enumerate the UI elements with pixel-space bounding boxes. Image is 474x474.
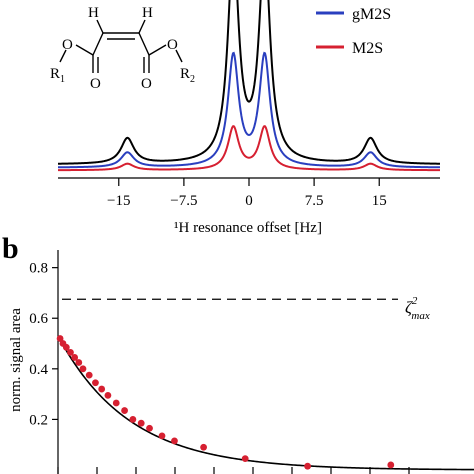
data-point (158, 432, 166, 440)
panel-a: −15 −7.5 0 7.5 15 ¹H resonance offset [Hz] g… (50, 0, 441, 236)
spectrum-curves (57, 0, 441, 172)
y-tick-label: 0.2 (29, 412, 48, 428)
y-tick-label: 0.6 (29, 311, 48, 327)
x-tick-label: −7.5 (170, 193, 197, 209)
data-point (56, 335, 64, 342)
spectrum-line-gm2s (58, 51, 440, 169)
molecule-h-right: H (142, 5, 153, 21)
data-point (241, 455, 249, 463)
data-point (171, 437, 178, 445)
panel-b-y-ticks: 0.2 0.4 0.6 0.8 (29, 261, 58, 428)
panel-b: b 0.2 0.4 0.6 0.8 norm. signal area ζ2 max (2, 232, 474, 474)
panel-b-label: b (2, 232, 19, 265)
molecule-r2: R2 (180, 66, 195, 85)
y-tick-label: 0.4 (29, 362, 48, 378)
y-tick-label: 0.8 (29, 261, 48, 277)
molecule-o-carbonyl-right: O (141, 76, 152, 92)
data-point (137, 419, 145, 427)
data-points (56, 335, 395, 470)
data-point (92, 379, 99, 387)
fit-curve (57, 335, 474, 471)
molecule-o-left: O (62, 37, 73, 53)
molecule-r1: R1 (50, 66, 65, 85)
data-point (200, 443, 208, 451)
panel-b-y-axis-label: norm. signal area (8, 308, 24, 412)
panel-a-x-axis-label: ¹H resonance offset [Hz] (174, 220, 322, 236)
data-point (129, 416, 137, 423)
x-tick-label: 0 (245, 193, 253, 209)
spectrum-line-m2s (58, 125, 440, 172)
panel-a-x-ticks: −15 −7.5 0 7.5 15 (107, 178, 387, 209)
molecule-o-right: O (167, 37, 178, 53)
x-tick-label: −15 (107, 193, 130, 209)
data-point (67, 348, 74, 356)
data-point (304, 462, 311, 470)
x-tick-label: 15 (372, 193, 387, 209)
legend-label-gm2s: gM2S (352, 6, 391, 23)
data-point (85, 371, 93, 379)
molecule-h-left: H (88, 5, 99, 21)
data-point (112, 399, 120, 407)
molecule-structure (59, 19, 183, 73)
data-point (104, 391, 112, 399)
data-point (146, 424, 153, 432)
data-point (79, 365, 87, 373)
panel-a-legend: gM2S M2S (316, 6, 391, 57)
x-tick-label: 7.5 (305, 193, 324, 209)
molecule-o-carbonyl-left: O (90, 76, 101, 92)
data-point (62, 343, 70, 351)
data-point (71, 354, 79, 361)
data-point (75, 359, 83, 366)
data-point (98, 385, 106, 393)
data-point (387, 461, 395, 469)
data-point (121, 407, 128, 414)
spectrum-line-total (57, 0, 441, 165)
zeta-max-label: ζ2 max (405, 295, 430, 322)
legend-label-m2s: M2S (352, 40, 383, 57)
